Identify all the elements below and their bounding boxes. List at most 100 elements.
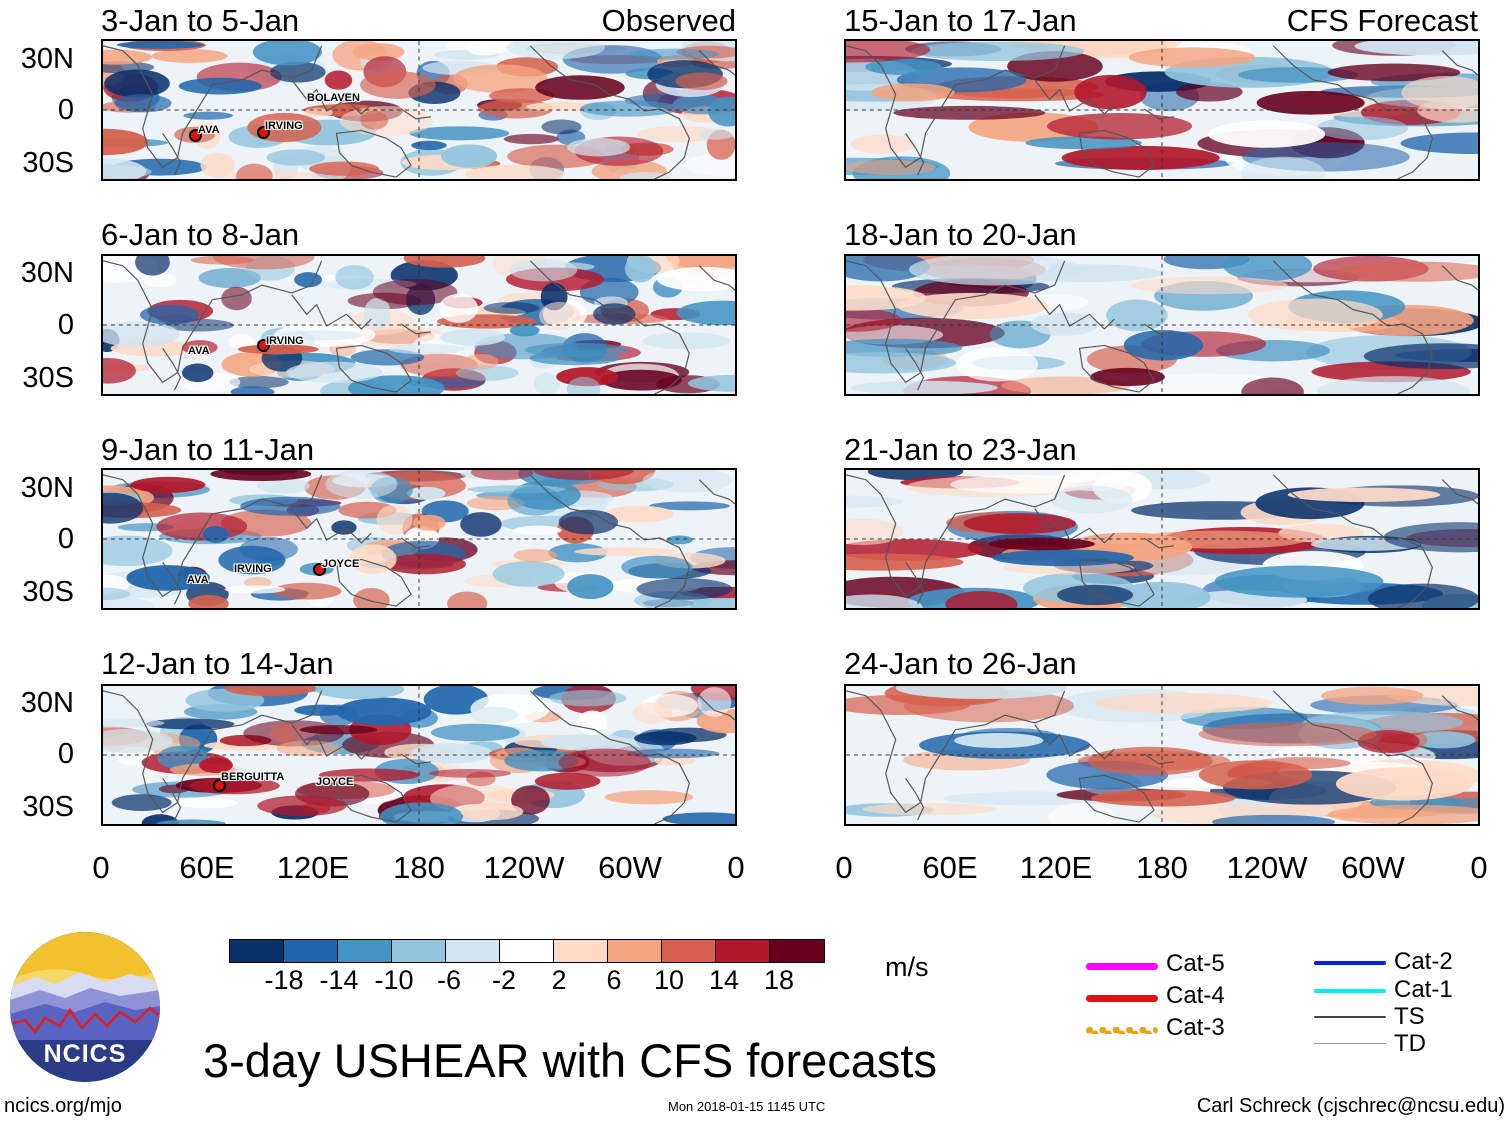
lat-label-eq: 0 — [57, 309, 74, 341]
lon-label-180: 180 — [393, 850, 445, 885]
coastline — [291, 724, 372, 760]
shear-contour-blob — [897, 292, 1049, 319]
shear-contour-blob — [1214, 565, 1384, 598]
lon-label-0-end: 0 — [727, 850, 745, 885]
shear-contour-blob — [846, 518, 904, 546]
colorbar-swatch — [284, 940, 338, 962]
shear-contour-blob — [580, 100, 679, 117]
legend-swatch — [1314, 1043, 1386, 1044]
shear-contour-blob — [441, 144, 498, 168]
panel-title-right-2: 18-Jan to 20-Jan — [844, 217, 1077, 252]
shear-contour-blob — [534, 772, 601, 790]
coastline — [529, 260, 645, 327]
shear-field-map — [846, 470, 1478, 608]
colorbar-tick-label: 18 — [763, 965, 795, 995]
shear-contour-blob — [360, 71, 436, 99]
shear-contour-blob — [862, 803, 998, 816]
shear-contour-blob — [945, 590, 1018, 608]
coastline — [846, 260, 1066, 384]
shear-contour-blob — [1238, 67, 1359, 83]
coastline — [698, 265, 735, 291]
shear-contour-blob — [509, 258, 578, 282]
shear-contour-blob — [637, 126, 725, 143]
colorbar-swatch — [338, 940, 392, 962]
shear-contour-blob — [266, 149, 325, 166]
coastline — [1387, 108, 1433, 179]
map-panel-right-1 — [844, 39, 1480, 181]
colorbar-swatch — [608, 940, 662, 962]
shear-contour-blob — [336, 697, 432, 726]
shear-contour-blob — [1327, 63, 1461, 82]
shear-contour-blob — [372, 278, 458, 306]
shear-contour-blob — [376, 504, 413, 535]
shear-contour-blob — [103, 718, 165, 728]
coastline — [644, 323, 690, 394]
shear-contour-blob — [103, 49, 153, 65]
cfs-forecast-label: CFS Forecast — [1286, 3, 1478, 38]
shear-contour-blob — [103, 729, 173, 754]
legend-label: TD — [1394, 1030, 1426, 1057]
shear-field-map — [846, 256, 1478, 394]
shear-contour-blob — [1335, 767, 1473, 801]
coastline — [1078, 129, 1155, 178]
shear-contour-blob — [1198, 721, 1377, 747]
shear-contour-blob — [464, 164, 566, 179]
shear-contour-blob — [846, 352, 956, 374]
shear-contour-blob — [630, 48, 720, 60]
coastline — [291, 294, 372, 330]
shear-contour-blob — [182, 340, 218, 355]
map-panel-right-2 — [844, 254, 1480, 396]
shear-contour-blob — [406, 486, 446, 500]
shear-contour-blob — [146, 718, 235, 730]
legend-swatch — [1086, 963, 1158, 970]
map-panel-left-4 — [101, 684, 737, 826]
shear-contour-blob — [846, 308, 902, 332]
shear-contour-blob — [324, 70, 353, 90]
coastline — [905, 348, 925, 391]
legend-swatch — [1086, 1027, 1158, 1034]
coastline — [103, 474, 323, 598]
shear-contour-blob — [1256, 90, 1365, 115]
shear-contour-blob — [257, 795, 347, 817]
shear-contour-blob — [1074, 74, 1147, 110]
lon-label-60w: 60W — [598, 850, 662, 885]
shear-contour-blob — [126, 565, 210, 591]
shear-contour-blob — [621, 555, 693, 579]
shear-contour-blob — [462, 353, 499, 370]
coastline — [1441, 695, 1478, 721]
units-label: m/s — [885, 952, 929, 982]
shear-contour-blob — [1287, 487, 1441, 502]
shear-contour-blob — [224, 585, 286, 594]
shear-contour-blob — [331, 520, 357, 535]
legend-swatch — [1314, 989, 1386, 993]
colorbar-tick-label: -2 — [491, 965, 517, 995]
legend-label: TS — [1394, 1003, 1425, 1030]
shear-contour-blob — [642, 332, 731, 350]
coastline — [1034, 508, 1115, 544]
shear-contour-blob — [992, 549, 1134, 567]
coastline — [1272, 45, 1388, 112]
shear-contour-blob — [1363, 343, 1478, 370]
colorbar-tick-label: 2 — [551, 965, 567, 995]
shear-contour-blob — [224, 686, 316, 697]
coastline — [1143, 108, 1175, 120]
coastline — [905, 778, 925, 821]
shear-contour-blob — [846, 553, 964, 571]
shear-contour-blob — [574, 547, 678, 556]
shear-contour-blob — [1128, 47, 1256, 68]
colorbar-swatch — [392, 940, 446, 962]
shear-contour-blob — [1198, 760, 1313, 790]
legend-label: Cat-1 — [1394, 976, 1453, 1003]
coastline — [1034, 724, 1115, 760]
lat-label-30s: 30S — [22, 791, 74, 823]
shear-contour-blob — [279, 330, 363, 341]
shear-contour-blob — [513, 525, 562, 535]
coastline — [846, 474, 1066, 598]
coastline — [905, 562, 925, 605]
footer-url[interactable]: ncics.org/mjo — [4, 1095, 122, 1117]
shear-contour-blob — [1241, 377, 1304, 394]
coastline — [162, 778, 182, 821]
coastline — [644, 753, 690, 824]
shear-contour-blob — [893, 105, 1046, 120]
coastline — [698, 695, 735, 721]
